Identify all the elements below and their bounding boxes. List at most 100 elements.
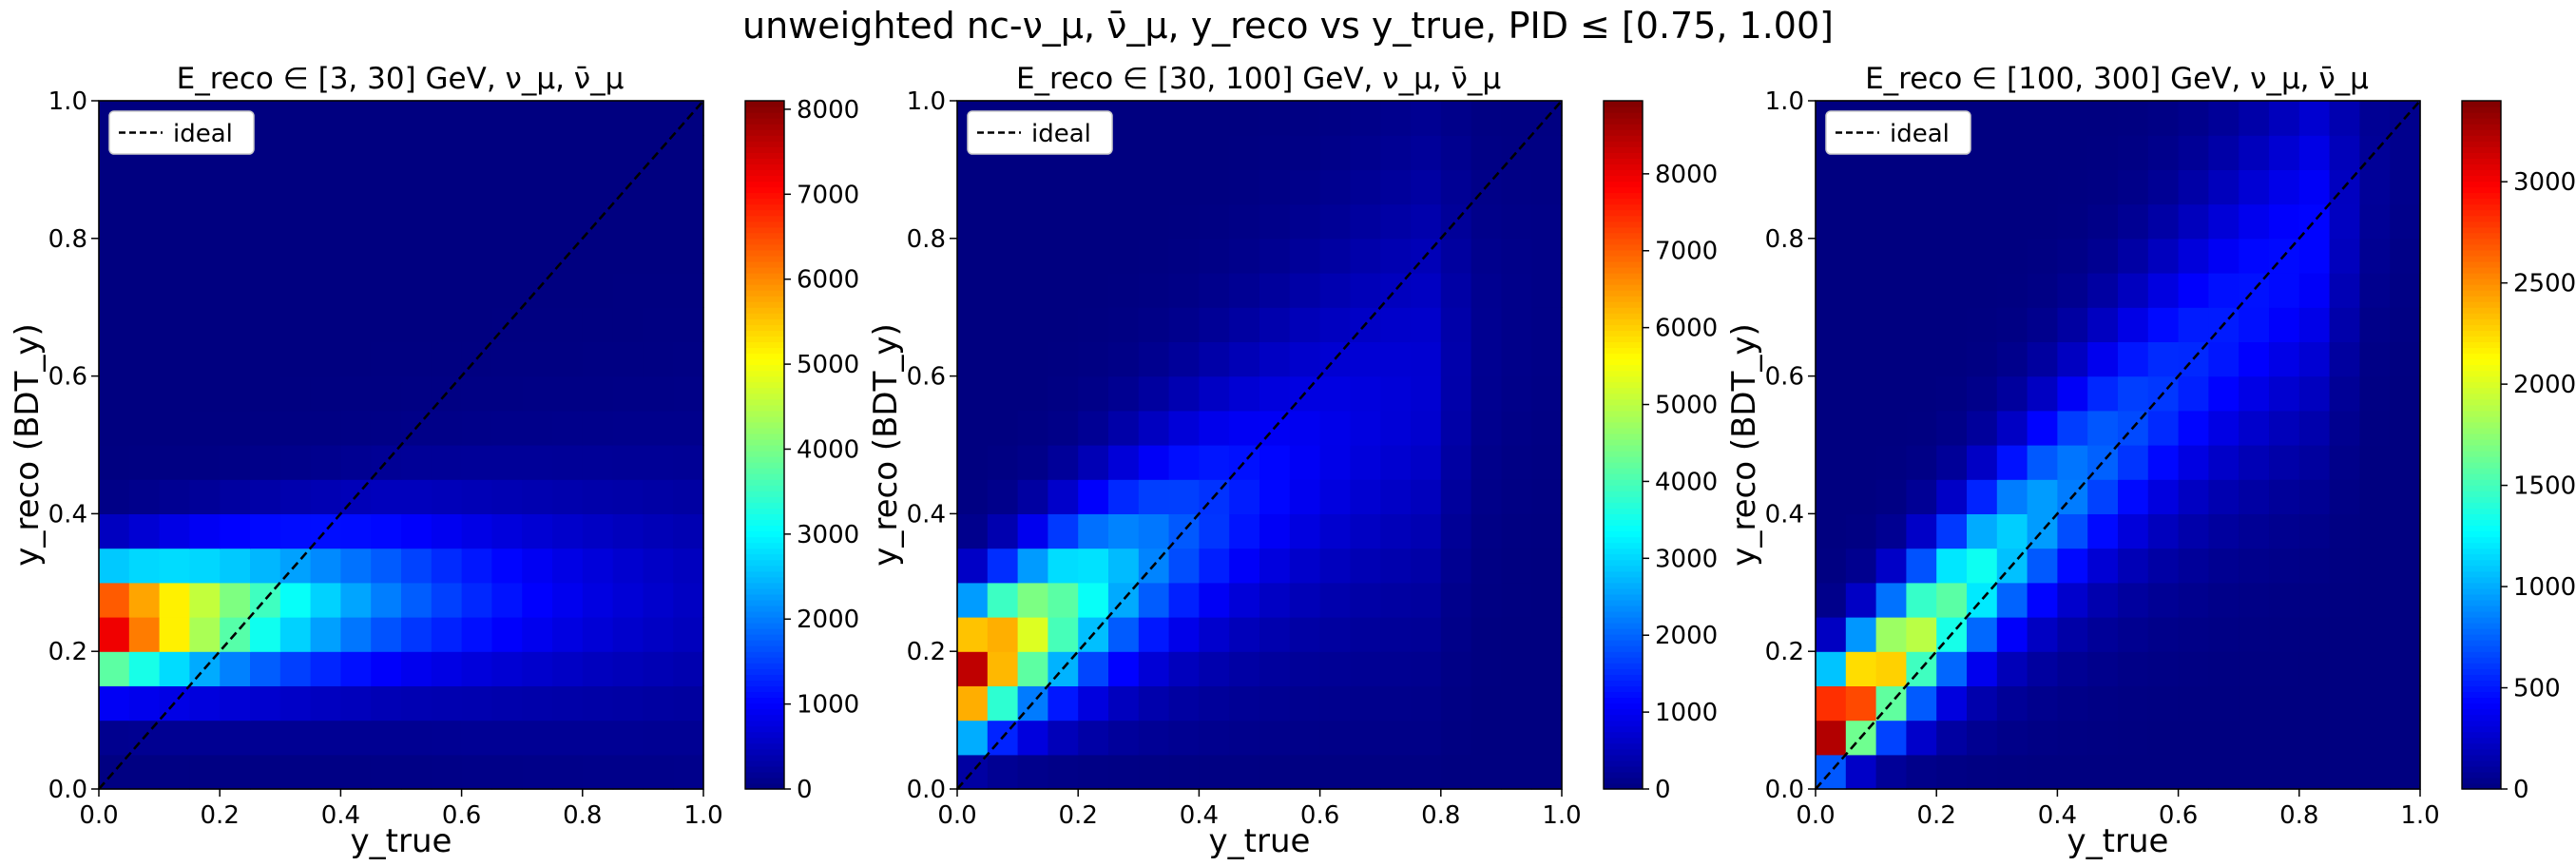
y-tick-label: 1.0 — [48, 87, 87, 116]
heatmap-cell — [1875, 582, 1907, 618]
heatmap-cell — [2269, 617, 2300, 652]
heatmap-cell — [250, 101, 281, 136]
colorbar-segment — [745, 381, 784, 389]
panel-2: E_reco ∈ [30, 100] GeV, ν_μ, ν̄_μ y_true… — [867, 62, 1718, 860]
heatmap-cell — [2027, 101, 2058, 136]
heatmap-cell — [1936, 582, 1968, 618]
heatmap-cell — [2087, 375, 2119, 412]
panel-3-title: E_reco ∈ [100, 300] GeV, ν_μ, ν̄_μ — [1865, 62, 2369, 96]
heatmap-cell — [2269, 341, 2300, 377]
heatmap-cell — [1229, 754, 1260, 790]
heatmap-cell — [491, 203, 523, 240]
colorbar-segment — [745, 169, 784, 177]
colorbar-segment — [2462, 674, 2501, 681]
heatmap-cell — [1531, 445, 1563, 480]
heatmap-cell — [1078, 479, 1109, 514]
colorbar-segment — [1604, 330, 1643, 337]
heatmap-cell — [401, 341, 433, 377]
heatmap-cell — [310, 582, 341, 618]
heatmap-cell — [2057, 685, 2088, 722]
heatmap-cell — [1816, 203, 1847, 240]
colorbar-segment — [745, 445, 784, 452]
heatmap-cell — [1259, 720, 1291, 756]
heatmap-cell — [1411, 307, 1442, 342]
colorbar-segment — [745, 519, 784, 527]
heatmap-cell — [1906, 203, 1937, 240]
heatmap-cell — [643, 479, 674, 514]
heatmap-cell — [1108, 513, 1140, 549]
heatmap-cell — [1380, 548, 1412, 584]
colorbar-segment — [2462, 186, 2501, 194]
colorbar-segment — [1604, 249, 1643, 257]
heatmap-cell — [310, 169, 341, 205]
x-tick-label: 0.2 — [201, 801, 240, 830]
colorbar-segment — [2462, 485, 2501, 491]
heatmap-cell — [99, 410, 130, 446]
colorbar-segment — [745, 593, 784, 601]
heatmap-cell — [2208, 720, 2240, 756]
x-tick-label: 0.4 — [1180, 801, 1219, 830]
heatmap-cell — [2239, 101, 2270, 136]
colorbar-segment — [1604, 754, 1643, 761]
heatmap-cell — [1936, 651, 1968, 686]
colorbar-segment — [1604, 491, 1643, 497]
heatmap-cell — [340, 582, 372, 618]
heatmap-cell — [2178, 410, 2209, 446]
heatmap-cell — [2298, 135, 2331, 170]
colorbar-segment — [2462, 714, 2501, 722]
panel-1-xticks: 0.0 0.2 0.4 0.6 0.8 1.0 — [79, 789, 723, 830]
heatmap-cell — [1380, 617, 1412, 652]
heatmap-cell — [461, 720, 492, 756]
heatmap-cell — [401, 135, 433, 170]
colorbar-segment — [2462, 221, 2501, 228]
heatmap-cell — [128, 548, 161, 584]
heatmap-cell — [1845, 479, 1877, 514]
heatmap-cell — [1906, 582, 1937, 618]
heatmap-cell — [1138, 582, 1170, 618]
heatmap-cell — [957, 685, 989, 722]
heatmap-cell — [1531, 513, 1563, 549]
heatmap-cell — [582, 375, 614, 412]
colorbar-tick-label: 2000 — [797, 606, 859, 634]
heatmap-cell — [159, 479, 190, 514]
heatmap-cell — [1380, 685, 1412, 722]
panel-3-yticks: 0.00.20.40.60.81.0 — [1765, 87, 1816, 804]
heatmap-cell — [2298, 273, 2331, 308]
colorbar-segment — [745, 605, 784, 612]
colorbar-tick-label: 7000 — [1655, 238, 1718, 266]
panel-1-axes-frame — [98, 100, 704, 790]
colorbar-segment — [745, 192, 784, 200]
colorbar-segment — [745, 186, 784, 194]
heatmap-cell — [461, 101, 492, 136]
heatmap-cell — [2390, 273, 2421, 308]
colorbar-segment — [745, 468, 784, 474]
heatmap-cell — [1440, 341, 1472, 377]
heatmap-cell — [1996, 685, 2028, 722]
colorbar-segment — [745, 260, 784, 268]
heatmap-cell — [1319, 685, 1351, 722]
heatmap-cell — [1411, 445, 1442, 480]
heatmap-cell — [1380, 479, 1412, 514]
heatmap-cell — [1048, 685, 1079, 722]
heatmap-cell — [1906, 273, 1937, 308]
heatmap-cell — [1967, 101, 1998, 136]
colorbar-tick-label: 6000 — [1655, 315, 1718, 343]
heatmap-cell — [2208, 169, 2240, 205]
colorbar-tick-label: 8000 — [1655, 161, 1718, 189]
heatmap-cell — [1199, 410, 1230, 446]
heatmap-cell — [1967, 685, 1998, 722]
colorbar-segment — [745, 451, 784, 457]
heatmap-cell — [491, 135, 523, 170]
colorbar-segment — [1604, 404, 1643, 412]
heatmap-cell — [2269, 479, 2300, 514]
colorbar-tick-label: 0 — [2513, 776, 2529, 804]
heatmap-cell — [1289, 651, 1321, 686]
colorbar-segment — [2462, 605, 2501, 612]
colorbar-segment — [745, 307, 784, 314]
colorbar-segment — [745, 702, 784, 710]
heatmap-cell — [2027, 445, 2058, 480]
heatmap-cell — [1168, 307, 1200, 342]
heatmap-cell — [1936, 273, 1968, 308]
heatmap-cell — [1875, 238, 1907, 274]
heatmap-cell — [159, 720, 190, 756]
